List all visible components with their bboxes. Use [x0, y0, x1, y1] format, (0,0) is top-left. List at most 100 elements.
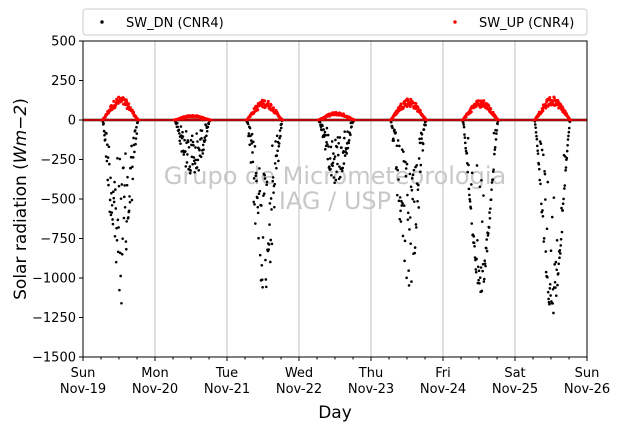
sw-dn-point	[341, 169, 344, 173]
legend-label-sw-dn: SW_DN (CNR4)	[126, 16, 224, 31]
sw-dn-point	[389, 120, 393, 124]
sw-dn-point	[346, 146, 350, 150]
sw-dn-point	[543, 170, 546, 173]
sw-dn-point	[124, 240, 128, 243]
sw-dn-point	[267, 243, 271, 246]
sw-dn-point	[109, 176, 112, 180]
sw-dn-point	[114, 188, 117, 191]
sw-dn-point	[463, 133, 466, 136]
sw-up-point	[416, 105, 420, 109]
sw-dn-point	[558, 249, 562, 252]
sw-dn-point	[184, 130, 188, 133]
sw-dn-point	[413, 200, 416, 203]
sw-dn-point	[478, 276, 482, 279]
sw-dn-point	[325, 140, 328, 144]
sw-up-point	[464, 115, 468, 119]
legend-box	[82, 8, 588, 36]
sw-dn-point	[106, 178, 109, 182]
sw-dn-point	[328, 165, 331, 168]
sw-up-point	[263, 99, 267, 103]
sw-dn-point	[334, 138, 337, 142]
legend-marker-sw-dn	[100, 20, 104, 24]
sw-up-point	[418, 109, 422, 113]
sw-dn-point	[135, 132, 139, 135]
sw-dn-point	[279, 126, 283, 130]
sw-dn-point	[561, 209, 565, 212]
sw-dn-point	[347, 141, 351, 145]
sw-dn-point	[205, 129, 209, 133]
sw-dn-point	[409, 185, 413, 189]
sw-dn-point	[176, 125, 179, 129]
sw-dn-point	[536, 152, 540, 155]
sw-dn-point	[336, 153, 340, 157]
sw-dn-point	[200, 129, 204, 132]
sw-dn-point	[193, 162, 197, 165]
sw-dn-point	[110, 204, 114, 207]
sw-up-point	[117, 95, 121, 99]
sw-dn-point	[263, 177, 267, 180]
sw-dn-point	[393, 128, 396, 132]
sw-dn-point	[534, 131, 538, 134]
x-tick-label-day: Mon	[141, 366, 168, 381]
sw-dn-point	[332, 157, 336, 161]
sw-dn-point	[333, 155, 337, 158]
sw-dn-point	[186, 153, 189, 156]
sw-dn-point	[470, 171, 474, 175]
sw-dn-point	[103, 133, 106, 137]
x-tick-label-day: Sun	[71, 366, 96, 381]
sw-up-point	[127, 102, 131, 106]
sw-up-point	[399, 102, 403, 106]
sw-dn-point	[194, 158, 198, 162]
sw-dn-point	[551, 302, 554, 305]
sw-dn-point	[547, 300, 551, 304]
sw-dn-point	[462, 123, 465, 126]
sw-dn-point	[495, 132, 498, 135]
sw-dn-point	[395, 144, 399, 148]
sw-dn-point	[413, 251, 417, 255]
sw-dn-point	[406, 193, 409, 197]
sw-dn-point	[392, 139, 395, 142]
sw-dn-point	[246, 122, 250, 126]
sw-dn-point	[349, 133, 352, 137]
sw-dn-point	[552, 196, 556, 199]
sw-dn-point	[484, 264, 487, 268]
sw-dn-point	[205, 134, 208, 138]
sw-up-point	[113, 106, 117, 110]
sw-dn-point	[489, 207, 492, 210]
sw-dn-point	[417, 157, 421, 160]
sw-dn-point	[405, 276, 408, 280]
sw-dn-point	[548, 282, 552, 286]
sw-dn-point	[122, 166, 125, 169]
sw-dn-point	[547, 297, 550, 301]
sw-dn-point	[277, 142, 281, 145]
sw-dn-point	[536, 149, 539, 152]
sw-dn-point	[541, 209, 544, 212]
sw-dn-point	[122, 195, 126, 199]
sw-dn-point	[405, 162, 409, 166]
sw-dn-point	[540, 148, 544, 152]
sw-dn-point	[544, 250, 548, 253]
sw-dn-point	[467, 163, 470, 167]
sw-dn-point	[120, 301, 123, 305]
sw-dn-point	[542, 240, 546, 243]
sw-dn-point	[399, 209, 402, 213]
sw-dn-point	[560, 230, 564, 234]
sw-dn-point	[105, 143, 109, 146]
series-sw-dn-points	[101, 118, 572, 315]
sw-dn-point	[470, 183, 473, 186]
sw-dn-point	[422, 128, 426, 131]
x-tick-label-day: Wed	[285, 366, 313, 381]
sw-dn-point	[116, 218, 120, 222]
sw-dn-point	[350, 125, 353, 128]
sw-dn-point	[133, 129, 137, 132]
sw-dn-point	[188, 171, 192, 175]
sw-dn-point	[326, 133, 330, 137]
sw-dn-point	[116, 156, 119, 160]
sw-dn-point	[119, 274, 122, 278]
sw-dn-point	[419, 170, 422, 173]
sw-up-point	[478, 99, 482, 103]
x-tick-label-date: Nov-25	[492, 382, 538, 397]
x-tick-label-date: Nov-26	[564, 382, 610, 397]
sw-dn-point	[402, 150, 405, 153]
sw-dn-point	[401, 234, 405, 238]
